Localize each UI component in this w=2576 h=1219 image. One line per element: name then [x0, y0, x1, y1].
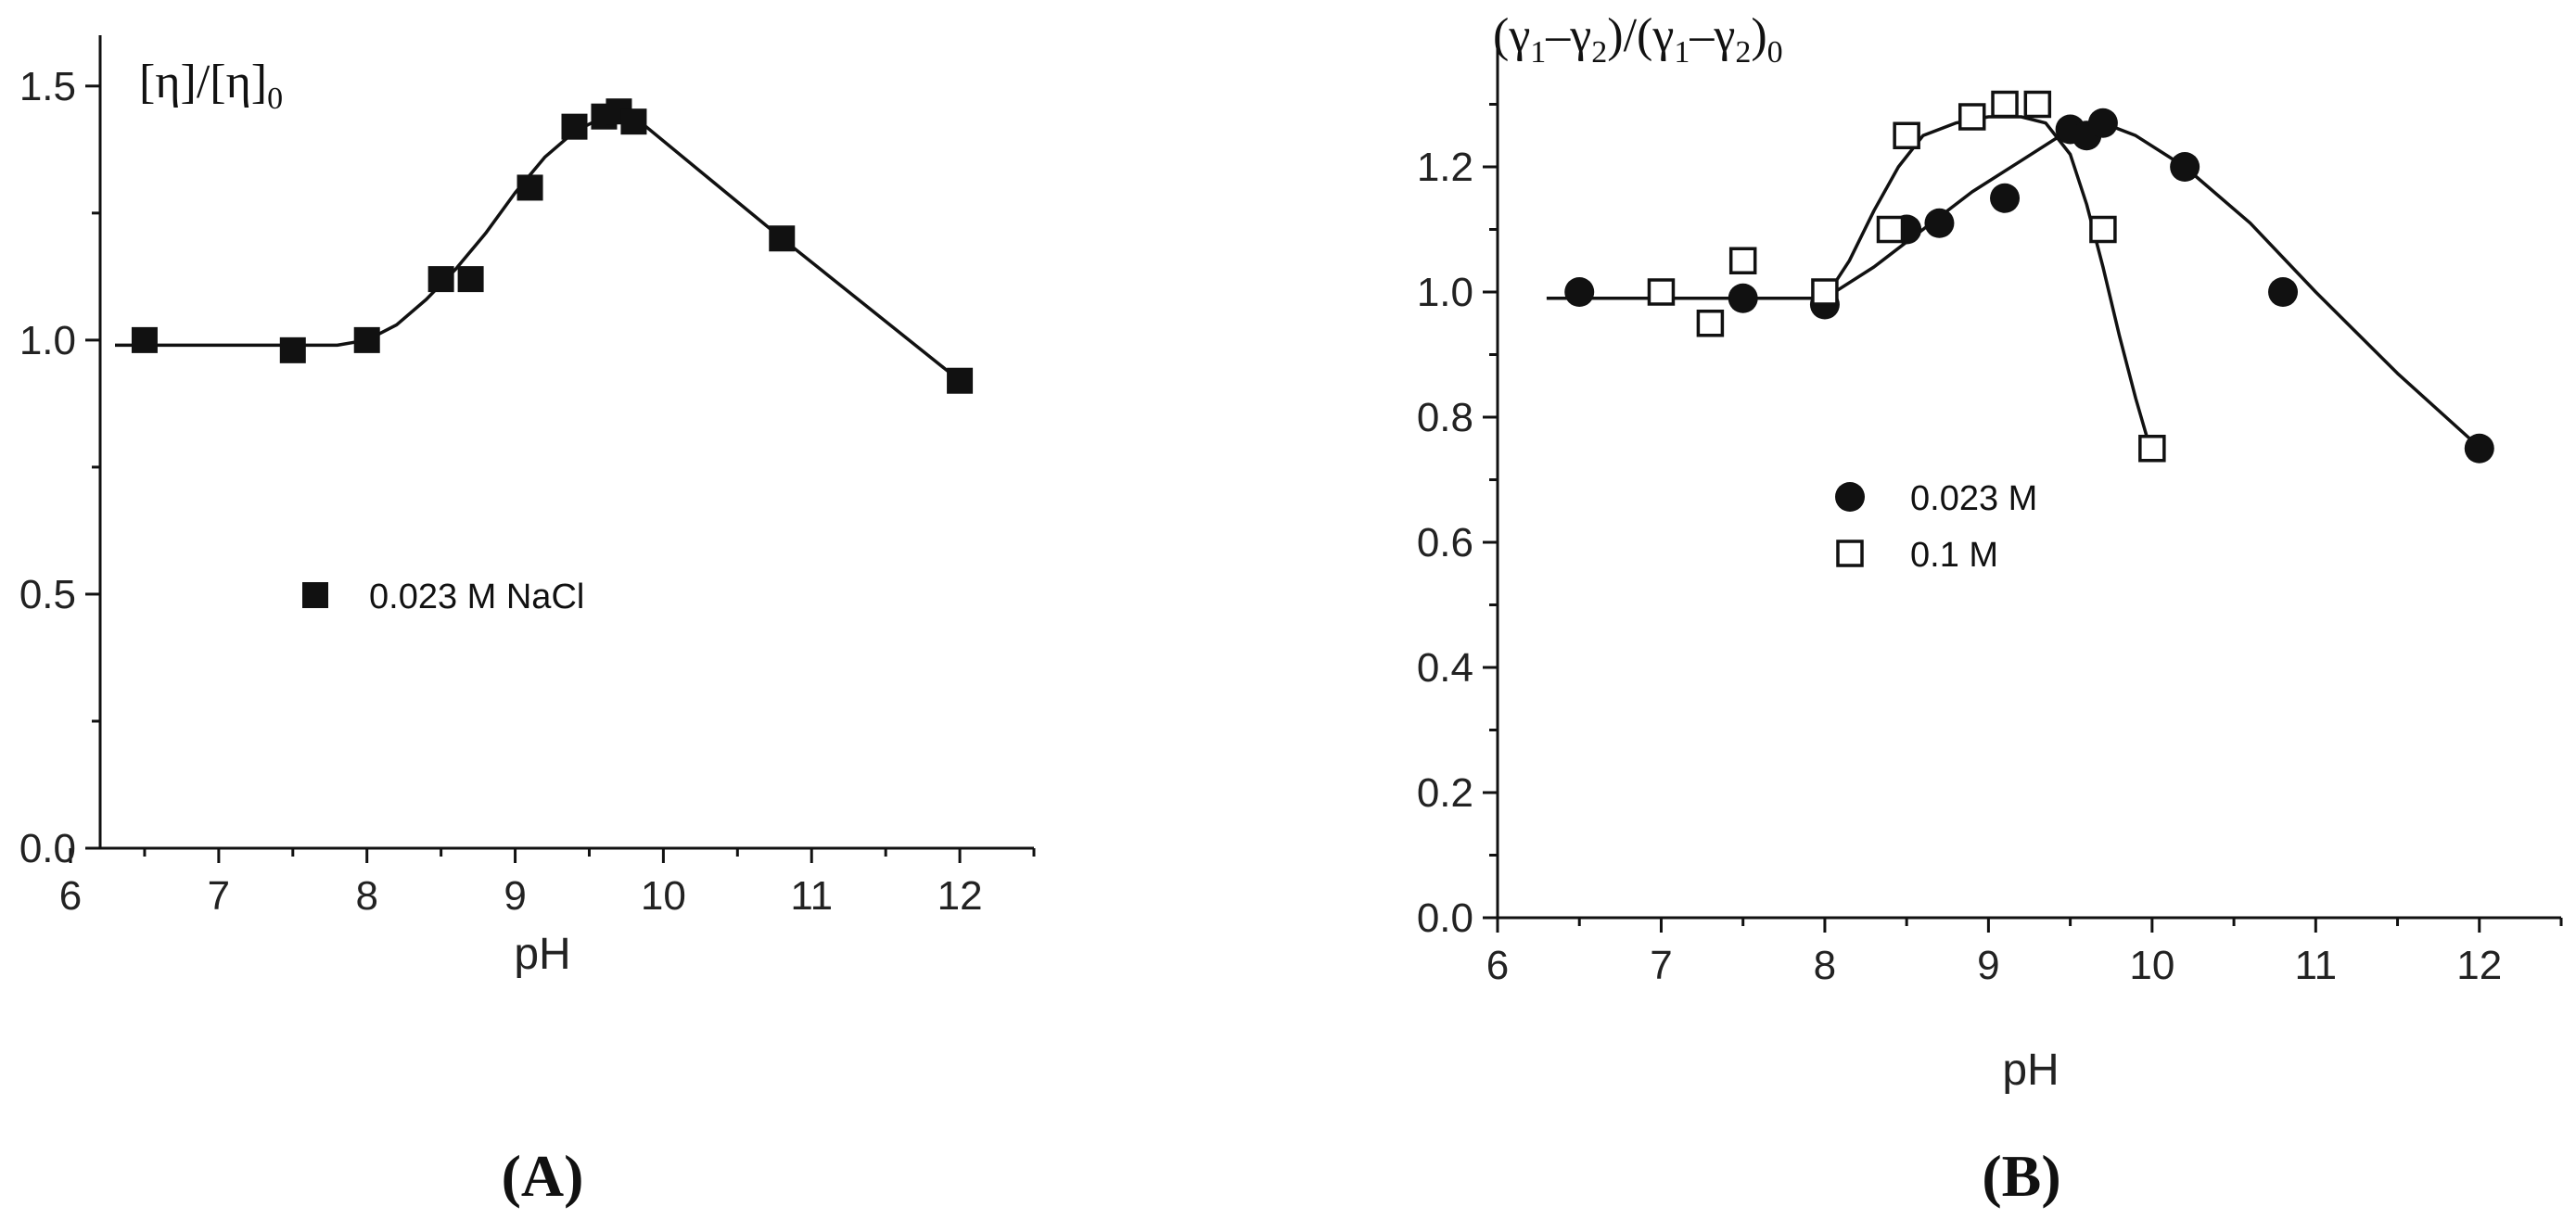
panel-label: (B)	[1982, 1143, 2060, 1209]
x-tick-label: 7	[208, 873, 230, 919]
y-tick-label: 1.0	[1417, 270, 1473, 315]
y-tick-label: 1.0	[19, 318, 76, 363]
data-point	[2268, 277, 2299, 307]
panel-a: 6 7 8 9 10 11 12 0.0 0.5 1.0 1.5 pH [η]/[η]0 (A) 0.023…	[19, 35, 1036, 1209]
data-point	[2023, 90, 2052, 119]
data-point	[2464, 433, 2494, 463]
data-point	[2087, 108, 2118, 138]
data-point	[1564, 277, 1595, 307]
x-tick-label: 12	[937, 873, 983, 919]
data-point	[457, 266, 484, 293]
x-axis-title: pH	[514, 930, 570, 979]
y-axis-title: [η]/[η]0	[139, 56, 283, 116]
y-tick-label: 0.0	[19, 826, 76, 871]
panel-b: 6 7 8 9 10 11 12 0.0 0.2 0.4 0.6 0.8 1.0 1.2 pH (γ1–γ2)…	[1417, 9, 2563, 1209]
y-tick-label: 0.4	[1417, 645, 1473, 691]
y-tick-label: 0.5	[19, 572, 76, 617]
data-point	[769, 225, 796, 252]
legend-label: 0.1 M	[1910, 536, 1998, 575]
x-tick-label: 8	[355, 873, 377, 919]
y-tick-label: 0.6	[1417, 520, 1473, 565]
legend-marker	[1835, 482, 1865, 512]
y-tick-label: 0.0	[1417, 895, 1473, 941]
data-point	[1958, 103, 1986, 131]
legend-label: 0.023 M	[1910, 479, 2037, 518]
x-tick-label: 10	[641, 873, 686, 919]
data-point	[1924, 208, 1955, 238]
data-point	[1728, 283, 1758, 313]
panel-label: (A)	[502, 1143, 584, 1209]
data-point	[2170, 152, 2200, 182]
x-tick-label: 8	[1814, 943, 1836, 988]
fit-curve-2	[1823, 115, 2154, 455]
fit-curve-1	[1546, 121, 2489, 456]
y-tick-label: 1.5	[19, 64, 76, 109]
x-tick-label: 7	[1650, 943, 1672, 988]
data-point	[620, 108, 647, 135]
data-point	[561, 113, 588, 140]
x-tick-label: 10	[2129, 943, 2174, 988]
data-point	[131, 326, 158, 353]
legend-marker	[1836, 540, 1864, 567]
data-point	[1990, 183, 2021, 213]
data-point	[1696, 310, 1725, 337]
data-point	[427, 266, 454, 293]
x-axis-title: pH	[2002, 1046, 2059, 1095]
data-point	[1647, 278, 1676, 306]
data-point	[1991, 90, 2019, 119]
data-point	[353, 326, 380, 353]
data-point	[2138, 435, 2166, 463]
fit-curve-1	[115, 109, 962, 383]
x-tick-label: 9	[504, 873, 526, 919]
data-point	[1811, 278, 1839, 306]
data-point	[2089, 215, 2117, 244]
data-point	[1876, 215, 1905, 244]
y-tick-label: 0.8	[1417, 395, 1473, 440]
y-tick-label: 1.2	[1417, 145, 1473, 190]
x-tick-label: 6	[1486, 943, 1509, 988]
x-tick-label: 6	[59, 873, 82, 919]
data-point	[947, 367, 974, 394]
x-tick-label: 9	[1977, 943, 1999, 988]
data-point	[516, 174, 543, 201]
x-tick-label: 12	[2456, 943, 2502, 988]
data-point	[1728, 247, 1757, 274]
legend-label: 0.023 M NaCl	[369, 578, 584, 616]
data-point	[279, 336, 306, 363]
x-tick-label: 11	[790, 873, 833, 919]
x-tick-label: 11	[2294, 943, 2337, 988]
y-axis-title: (γ1–γ2)/(γ1–γ2)0	[1493, 9, 1783, 70]
legend-marker	[302, 582, 328, 608]
y-tick-label: 0.2	[1417, 770, 1473, 816]
data-point	[1893, 121, 1920, 149]
